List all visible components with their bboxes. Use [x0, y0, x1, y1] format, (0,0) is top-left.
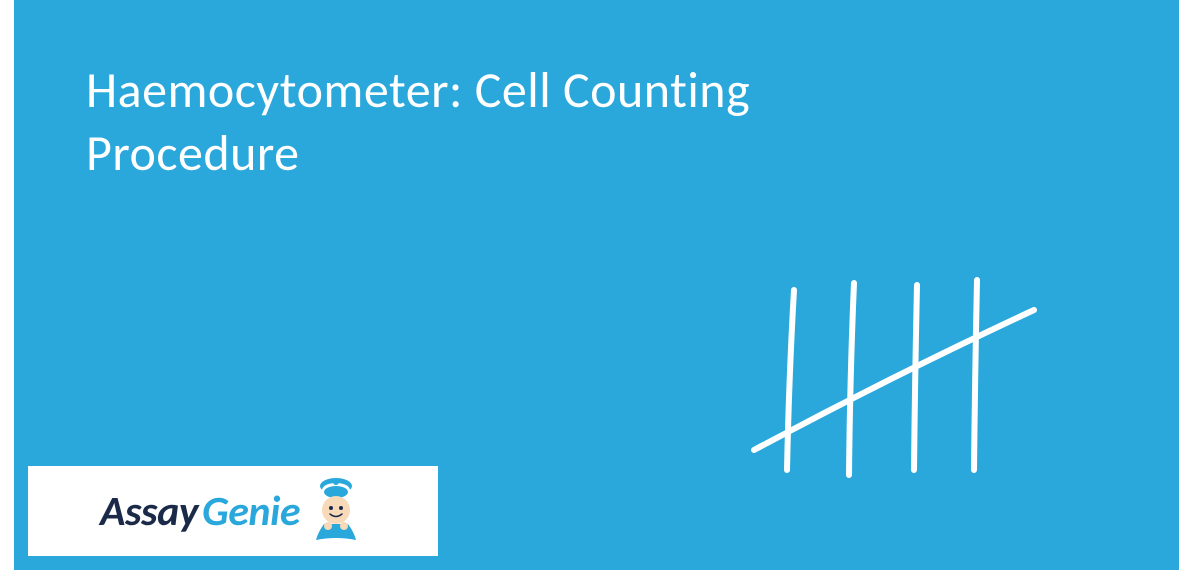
logo-text-assay: Assay	[100, 486, 198, 537]
title-line-1: Haemocytometer: Cell Counting	[86, 60, 750, 121]
title-line-2: Procedure	[86, 123, 300, 184]
tally-marks-icon	[739, 275, 1049, 485]
logo-text-genie: Genie	[202, 486, 300, 537]
genie-mascot-icon	[306, 476, 366, 546]
brand-logo: AssayGenie	[28, 466, 438, 556]
banner-background: Haemocytometer: Cell Counting Procedure …	[14, 0, 1179, 570]
page-title: Haemocytometer: Cell Counting Procedure	[86, 60, 750, 185]
